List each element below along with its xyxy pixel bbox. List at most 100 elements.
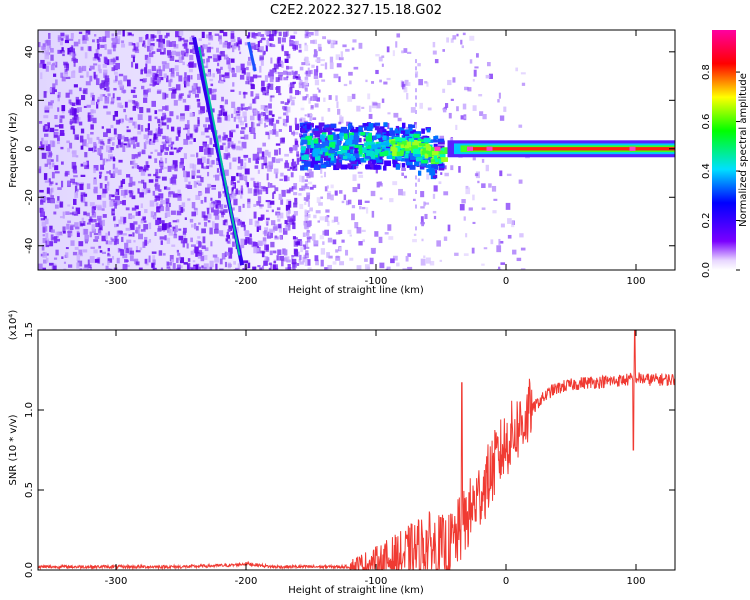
noise-pixel [316,197,321,204]
noise-pixel [245,260,250,267]
noise-pixel [54,129,59,132]
signal-pixel [329,162,335,166]
noise-pixel [276,58,280,64]
noise-pixel [271,44,276,48]
noise-pixel [310,40,315,44]
noise-pixel [505,202,511,210]
noise-pixel [43,140,49,146]
noise-pixel [45,65,49,72]
noise-pixel [203,263,209,270]
noise-pixel [279,178,284,181]
noise-pixel [223,32,228,37]
noise-pixel [269,34,274,41]
noise-pixel [180,158,184,164]
noise-pixel [243,91,246,99]
signal-pixel [319,144,323,150]
noise-pixel [306,32,310,37]
noise-pixel [284,225,290,231]
signal-pixel [318,125,323,131]
noise-pixel [247,61,252,66]
noise-pixel [43,115,49,119]
noise-pixel [286,53,291,59]
noise-pixel [290,82,295,89]
noise-pixel [339,261,345,266]
noise-pixel [75,191,78,196]
noise-pixel [104,44,107,50]
noise-pixel [131,54,136,58]
noise-pixel [280,199,284,205]
noise-pixel [231,144,236,149]
noise-pixel [222,132,226,137]
noise-pixel [117,80,123,85]
noise-pixel [268,118,274,126]
noise-pixel [208,88,212,95]
noise-pixel [406,92,409,100]
noise-pixel [338,57,344,61]
noise-pixel [106,171,110,174]
noise-pixel [152,190,156,196]
noise-pixel [388,236,394,240]
noise-pixel [320,167,323,174]
noise-pixel [162,253,166,256]
noise-pixel [192,83,196,90]
noise-pixel [265,124,268,128]
noise-pixel [162,143,167,150]
noise-pixel [120,189,126,196]
noise-pixel [110,58,116,63]
noise-pixel [201,156,206,163]
noise-pixel [70,125,75,130]
noise-pixel [496,245,502,253]
noise-pixel [402,268,407,270]
noise-pixel [74,185,78,193]
noise-pixel [105,145,111,153]
noise-pixel [122,145,126,152]
noise-pixel [107,138,111,144]
noise-pixel [308,97,311,104]
noise-pixel [179,115,185,122]
noise-pixel [198,222,201,225]
noise-pixel [72,150,77,158]
noise-pixel [221,74,225,78]
noise-pixel [201,211,206,218]
noise-pixel [190,244,196,247]
noise-pixel [216,168,220,173]
noise-pixel [41,244,45,251]
noise-pixel [262,50,266,56]
noise-pixel [81,65,87,72]
noise-pixel [108,240,113,245]
signal-pixel [409,164,416,170]
noise-pixel [178,30,184,36]
noise-pixel [52,63,56,66]
noise-pixel [187,185,193,189]
noise-pixel [413,233,417,236]
signal-pixel [365,165,370,169]
noise-pixel [201,265,204,268]
noise-pixel [239,146,243,151]
noise-pixel [248,80,253,85]
noise-pixel [224,204,227,208]
noise-pixel [275,143,281,146]
noise-pixel [339,116,344,124]
noise-pixel [327,41,331,45]
noise-pixel [296,158,300,165]
noise-pixel [60,146,64,150]
noise-pixel [214,257,219,263]
signal-pixel [363,123,369,127]
signal-pixel [430,147,436,153]
noise-pixel [150,151,153,154]
noise-pixel [420,206,425,209]
noise-pixel [61,115,65,119]
noise-pixel [159,236,165,240]
noise-pixel [170,176,176,184]
noise-pixel [251,32,255,38]
signal-pixel [387,154,393,160]
noise-pixel [106,87,110,92]
noise-pixel [520,72,526,75]
noise-pixel [65,76,71,80]
noise-pixel [266,173,269,181]
noise-pixel [462,32,466,36]
noise-pixel [152,255,156,262]
noise-pixel [168,222,172,228]
noise-pixel [85,143,89,148]
noise-pixel [256,75,262,78]
